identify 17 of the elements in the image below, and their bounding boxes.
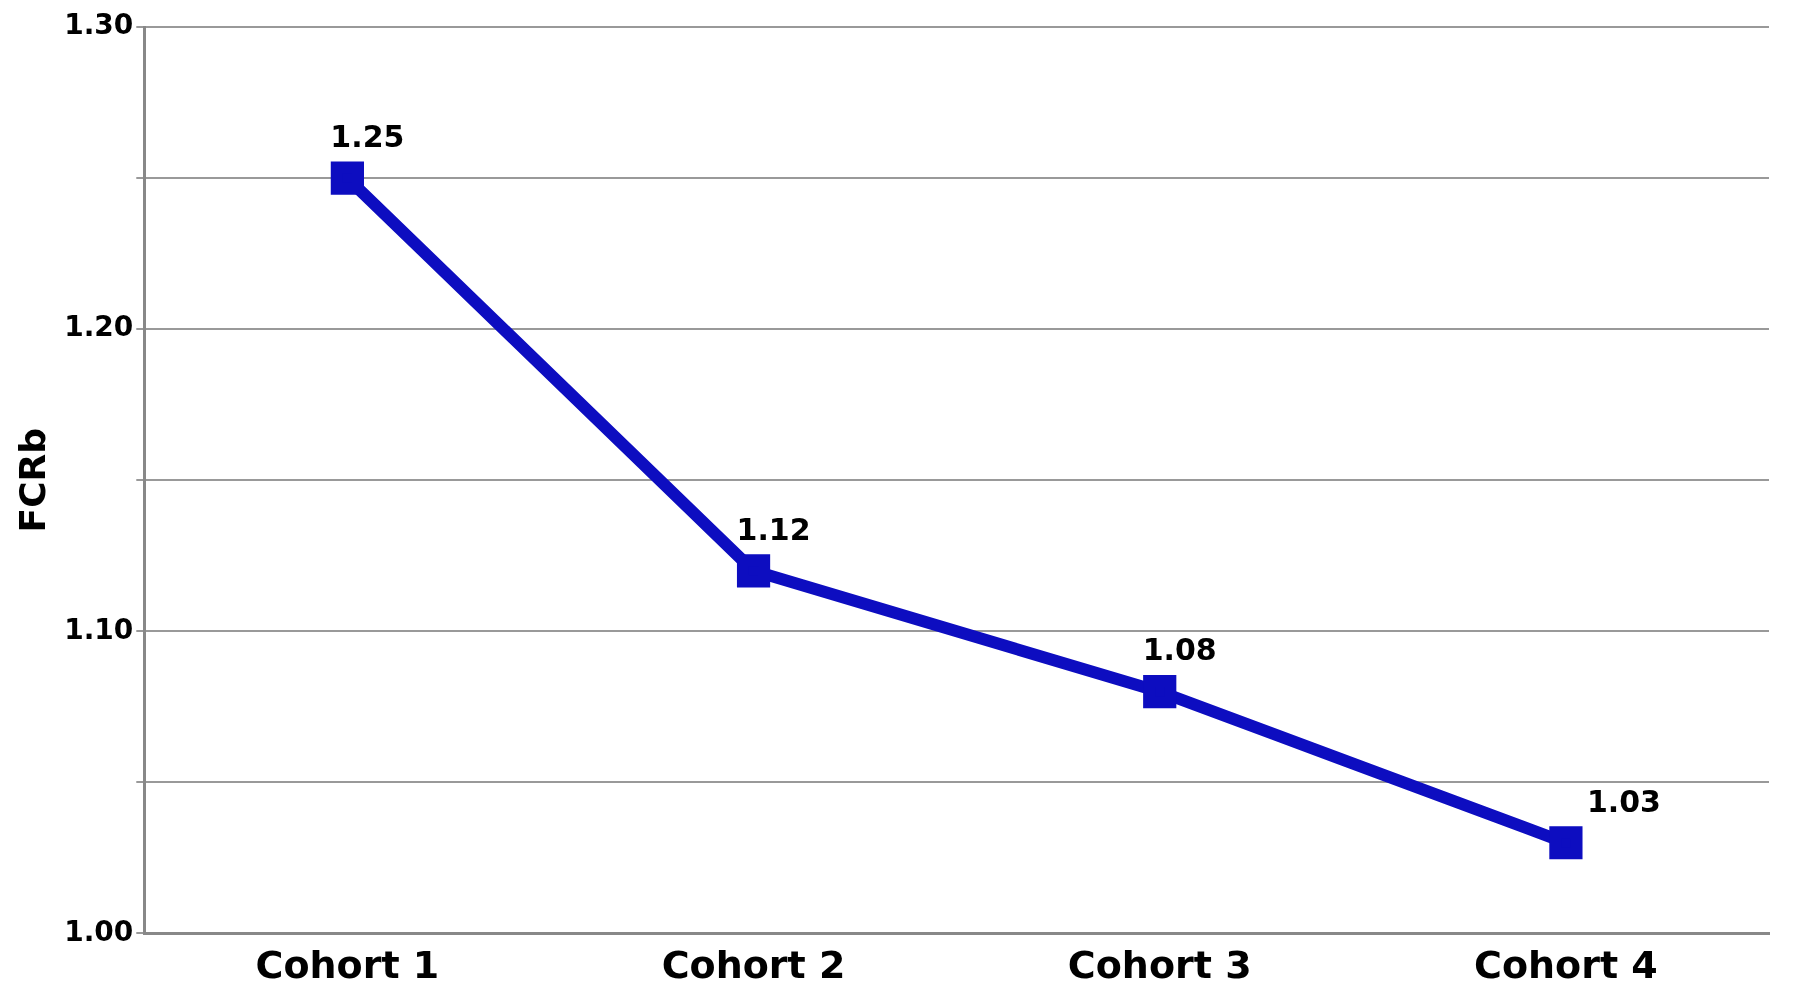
data-label: 1.03: [1586, 783, 1661, 819]
y-tick-label: 1.00: [64, 914, 134, 948]
y-tick-label: 1.20: [64, 310, 134, 344]
y-axis-title: FCRb: [11, 427, 53, 533]
data-label: 1.25: [330, 118, 405, 154]
y-tick-label: 1.10: [64, 612, 134, 646]
x-tick-label: Cohort 1: [255, 943, 440, 988]
x-tick-label: Cohort 3: [1067, 943, 1252, 988]
y-tick-label: 1.30: [64, 8, 134, 42]
point: [1143, 675, 1177, 709]
x-tick-label: Cohort 2: [661, 943, 846, 988]
point: [1549, 826, 1583, 860]
point: [736, 554, 771, 588]
data-label: 1.12: [736, 511, 811, 547]
x-tick-label: Cohort 4: [1474, 943, 1658, 988]
data-label: 1.08: [1142, 632, 1217, 668]
point: [330, 161, 364, 195]
